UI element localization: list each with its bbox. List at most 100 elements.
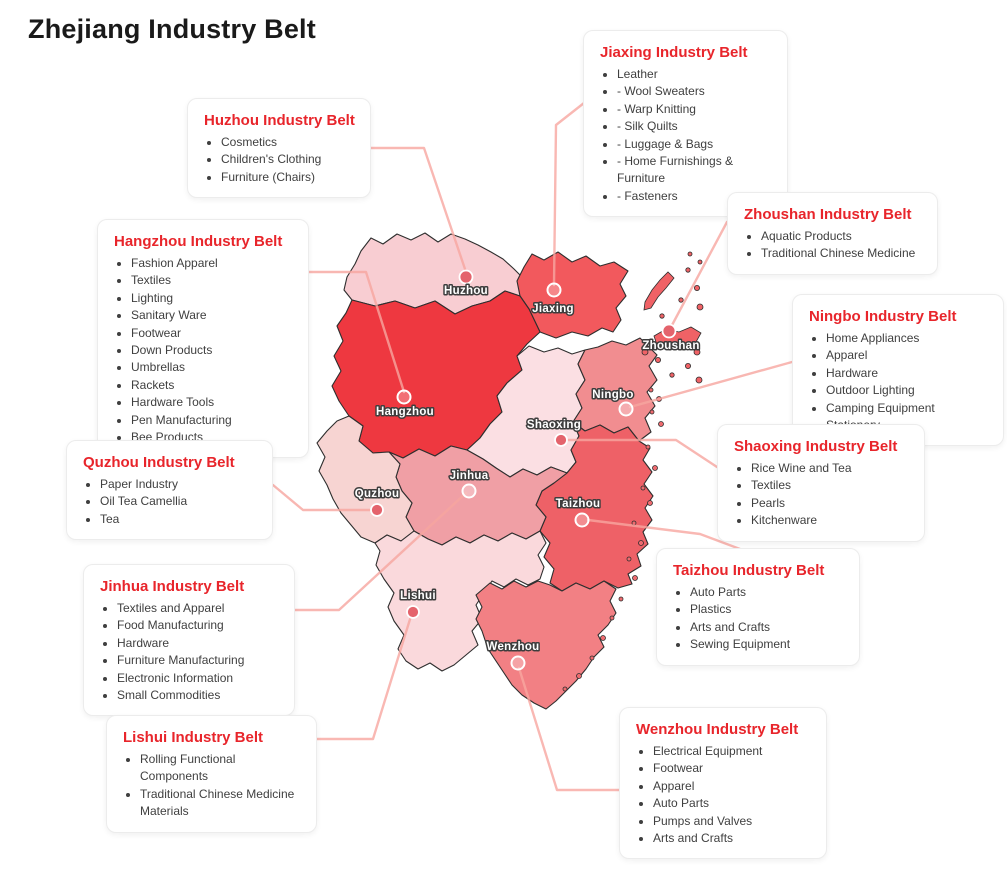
city-markers <box>370 269 677 671</box>
city-label-shaoxing: Shaoxing <box>527 419 581 431</box>
city-label-quzhou: Quzhou <box>355 488 400 500</box>
industry-item: Arts and Crafts <box>690 619 847 636</box>
industry-item: Leather <box>617 66 775 83</box>
callout-title: Quzhou Industry Belt <box>83 454 235 471</box>
marker-jiaxing <box>546 282 562 298</box>
industry-item: Cosmetics <box>221 134 358 151</box>
leader-huzhou <box>369 146 468 274</box>
callout-ningbo: Ningbo Industry Belt Home Appliances App… <box>792 294 1004 447</box>
industry-list: Auto Parts Plastics Arts and Crafts Sewi… <box>673 584 847 654</box>
industry-item: - Silk Quilts <box>617 118 775 135</box>
industry-item: Auto Parts <box>690 584 847 601</box>
industry-item: Aquatic Products <box>761 228 925 245</box>
city-label-lishui: Lishui <box>400 590 436 602</box>
industry-item: Rackets <box>131 377 296 394</box>
leader-wenzhou <box>517 666 621 792</box>
marker-shaoxing <box>554 433 568 447</box>
industry-item: Camping Equipment <box>826 400 991 417</box>
callout-wenzhou: Wenzhou Industry Belt Electrical Equipme… <box>619 707 827 860</box>
callout-jiaxing: Jiaxing Industry Belt Leather - Wool Swe… <box>583 30 788 218</box>
industry-item: Furniture Manufacturing <box>117 652 282 669</box>
leader-zhoushan <box>669 220 729 329</box>
callout-quzhou: Quzhou Industry Belt Paper Industry Oil … <box>66 440 273 541</box>
callout-title: Huzhou Industry Belt <box>204 112 355 129</box>
industry-item: Traditional Chinese Medicine <box>761 245 925 262</box>
city-label-huzhou: Huzhou <box>444 285 488 297</box>
industry-item: Sewing Equipment <box>690 636 847 653</box>
industry-item: Pearls <box>751 495 912 512</box>
coast-islands <box>562 387 664 692</box>
marker-lishui <box>406 605 420 619</box>
city-label-hangzhou: Hangzhou <box>376 406 434 418</box>
leader-lishui <box>315 614 413 741</box>
industry-item: Tea <box>100 511 260 528</box>
industry-item: Traditional Chinese Medicine Materials <box>140 786 304 821</box>
industry-item: Oil Tea Camellia <box>100 493 260 510</box>
industry-item: Sanitary Ware <box>131 307 296 324</box>
region-ningbo <box>572 337 658 442</box>
leader-jiaxing <box>552 101 586 287</box>
callout-title: Jinhua Industry Belt <box>100 578 245 595</box>
industry-item: Apparel <box>653 778 814 795</box>
city-label-ningbo: Ningbo <box>592 389 633 401</box>
leader-quzhou <box>271 483 373 512</box>
industry-list: Textiles and Apparel Food Manufacturing … <box>100 600 282 704</box>
page-title: Zhejiang Industry Belt <box>28 14 316 44</box>
industry-item: Lighting <box>131 290 296 307</box>
callout-huzhou: Huzhou Industry Belt Cosmetics Children'… <box>187 98 371 199</box>
industry-list: Cosmetics Children's Clothing Furniture … <box>204 134 358 186</box>
callout-hangzhou: Hangzhou Industry Belt Fashion Apparel T… <box>97 219 309 459</box>
industry-item: Food Manufacturing <box>117 617 282 634</box>
callout-title: Jiaxing Industry Belt <box>600 44 748 61</box>
industry-item: Hardware <box>826 365 991 382</box>
leader-taizhou <box>586 518 742 551</box>
industry-item: Outdoor Lighting <box>826 382 991 399</box>
industry-item: Apparel <box>826 347 991 364</box>
callout-title: Shaoxing Industry Belt <box>734 438 898 455</box>
city-labels: Huzhou Jiaxing Zhoushan Hangzhou Shaoxin… <box>353 284 701 655</box>
city-label-jinhua: Jinhua <box>450 470 489 482</box>
industry-item: Paper Industry <box>100 476 260 493</box>
industry-item: Plastics <box>690 601 847 618</box>
leader-lines <box>271 101 794 792</box>
industry-item: Textiles and Apparel <box>117 600 282 617</box>
industry-item: Umbrellas <box>131 359 296 376</box>
industry-item: Home Appliances <box>826 330 991 347</box>
industry-item: Rolling Functional Components <box>140 751 304 786</box>
industry-item: Children's Clothing <box>221 151 358 168</box>
callout-title: Taizhou Industry Belt <box>673 562 825 579</box>
marker-huzhou <box>458 269 474 285</box>
industry-item: Pen Manufacturing <box>131 412 296 429</box>
city-label-wenzhou: Wenzhou <box>487 641 540 653</box>
industry-item: Arts and Crafts <box>653 830 814 847</box>
industry-item: Auto Parts <box>653 795 814 812</box>
industry-item: Footwear <box>653 760 814 777</box>
industry-list: Home Appliances Apparel Hardware Outdoor… <box>809 330 991 434</box>
marker-wenzhou <box>510 655 526 671</box>
leader-jinhua <box>293 491 468 612</box>
marker-hangzhou <box>396 389 412 405</box>
industry-list: Aquatic Products Traditional Chinese Med… <box>744 228 925 263</box>
callout-jinhua: Jinhua Industry Belt Textiles and Appare… <box>83 564 295 717</box>
callout-title: Lishui Industry Belt <box>123 729 264 746</box>
industry-item: Fashion Apparel <box>131 255 296 272</box>
industry-list: Rice Wine and Tea Textiles Pearls Kitche… <box>734 460 912 530</box>
region-jiaxing <box>516 251 629 339</box>
callout-title: Ningbo Industry Belt <box>809 308 957 325</box>
marker-ningbo <box>618 401 634 417</box>
leader-ningbo <box>628 360 794 409</box>
industry-item: - Fasteners <box>617 188 775 205</box>
marker-quzhou <box>370 503 384 517</box>
industry-item: Hardware <box>117 635 282 652</box>
callout-taizhou: Taizhou Industry Belt Auto Parts Plastic… <box>656 548 860 666</box>
callout-title: Hangzhou Industry Belt <box>114 233 283 250</box>
city-label-zhoushan: Zhoushan <box>642 340 699 352</box>
industry-item: - Wool Sweaters <box>617 83 775 100</box>
industry-list: Leather - Wool Sweaters - Warp Knitting … <box>600 66 775 205</box>
industry-item: - Luggage & Bags <box>617 136 775 153</box>
industry-item: Electrical Equipment <box>653 743 814 760</box>
industry-item: Small Commodities <box>117 687 282 704</box>
industry-item: Footwear <box>131 325 296 342</box>
marker-taizhou <box>574 512 590 528</box>
